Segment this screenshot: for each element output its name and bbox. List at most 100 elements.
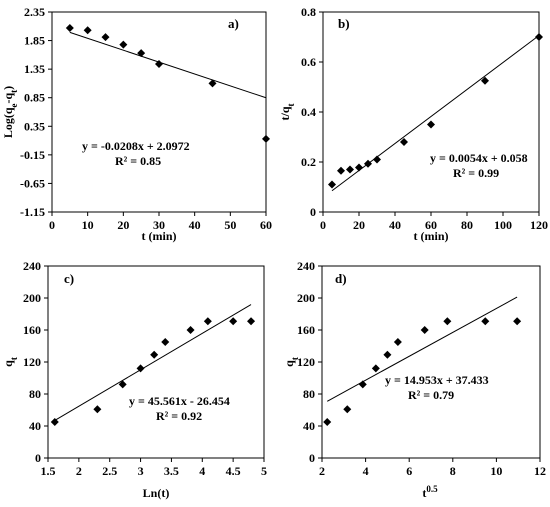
x-tick-label: 3.5 <box>164 464 179 478</box>
panel-label: a) <box>228 16 239 31</box>
data-point <box>443 317 452 326</box>
y-tick-label: 0 <box>310 205 316 219</box>
data-point <box>247 317 256 326</box>
trendline <box>326 296 518 402</box>
r-squared: R² = 0.92 <box>156 409 202 423</box>
x-tick-label: 20 <box>353 218 365 232</box>
data-point <box>328 180 336 189</box>
y-tick-label: 0.4 <box>301 105 316 119</box>
trendline-equation: y = 14.953x + 37.433 <box>385 373 489 387</box>
y-tick-label: 2.35 <box>24 5 45 19</box>
data-point <box>427 120 435 129</box>
data-point <box>155 60 163 68</box>
y-tick-label: 0.6 <box>301 55 316 69</box>
plot-frame <box>51 11 267 213</box>
x-tick-label: 40 <box>389 218 401 232</box>
r-squared: R² = 0.85 <box>115 154 161 168</box>
plot-frame <box>322 11 540 213</box>
y-tick-label: 160 <box>23 323 41 337</box>
plot-frame <box>47 265 265 459</box>
x-tick-label: 8 <box>450 464 456 478</box>
panel-a: 0 10 20 30 40 50 60 -1.15 -0.65 -0.15 0.35 0.85 1.35… <box>1 5 272 243</box>
y-tick-label: -1.15 <box>20 205 45 219</box>
data-point <box>371 364 380 373</box>
data-point <box>358 380 367 389</box>
data-point <box>65 24 74 32</box>
data-point <box>161 338 170 346</box>
x-tick-label: 4 <box>363 464 369 478</box>
y-axis-label: Log(qe-qt) <box>1 86 19 138</box>
x-tick-label: 10 <box>82 218 94 232</box>
x-tick-label: 50 <box>224 218 236 232</box>
data-point <box>93 405 102 414</box>
x-tick-label: 3 <box>138 464 144 478</box>
data-point <box>323 418 332 426</box>
y-tick-label: -0.15 <box>20 148 45 162</box>
plot-frame <box>321 265 541 459</box>
y-tick-label: 120 <box>297 355 315 369</box>
data-point <box>50 418 59 426</box>
x-tick-label: 0 <box>49 218 55 232</box>
y-tick-label: 160 <box>297 323 315 337</box>
y-tick-label: 80 <box>303 387 315 401</box>
data-point <box>364 159 372 168</box>
y-tick-label: 80 <box>29 387 41 401</box>
data-point <box>346 165 354 174</box>
y-axis-label: qt <box>1 357 19 367</box>
y-tick-label: 240 <box>297 259 315 273</box>
x-axis-label: Ln(t) <box>143 486 170 500</box>
trendline-equation: y = 45.561x - 26.454 <box>129 394 230 408</box>
x-tick-label: 4.5 <box>226 464 241 478</box>
data-point <box>229 317 238 326</box>
r-squared: R² = 0.79 <box>408 388 454 402</box>
y-tick-label: 40 <box>303 419 315 433</box>
x-tick-label: 2.5 <box>102 464 117 478</box>
data-point <box>481 76 489 85</box>
data-point <box>186 326 195 334</box>
trendline-equation: y = 0.0054x + 0.058 <box>430 151 528 165</box>
data-point <box>136 364 145 373</box>
trendline <box>54 304 252 421</box>
y-tick-label: 1.35 <box>24 62 45 76</box>
data-point <box>83 26 92 35</box>
data-point <box>393 338 402 346</box>
data-point <box>513 317 522 326</box>
y-tick-label: 0.8 <box>301 5 316 19</box>
trendline <box>331 35 540 192</box>
data-point <box>420 326 429 334</box>
trendline-equation: y = -0.0208x + 2.0972 <box>82 139 190 153</box>
x-tick-label: 30 <box>153 218 165 232</box>
trendline <box>69 31 267 99</box>
panel-label: c) <box>64 271 74 286</box>
x-tick-label: 60 <box>425 218 437 232</box>
x-tick-label: 2 <box>319 464 325 478</box>
x-tick-label: 40 <box>189 218 201 232</box>
x-tick-label: 10 <box>490 464 502 478</box>
y-tick-label: 200 <box>23 291 41 305</box>
x-tick-label: 20 <box>117 218 129 232</box>
panel-c: 1.5 2 2.5 3 3.5 4 4.5 5 0 40 80 120 160 200 240 c) y = 4… <box>1 259 267 500</box>
y-tick-label: 240 <box>23 259 41 273</box>
data-point <box>400 138 408 146</box>
x-tick-label: 80 <box>461 218 473 232</box>
y-tick-label: 200 <box>297 291 315 305</box>
panel-label: d) <box>335 271 347 286</box>
data-point <box>208 79 217 88</box>
y-axis-label: t/qt <box>278 103 296 120</box>
y-tick-label: 1.85 <box>24 34 45 48</box>
data-point <box>535 33 543 41</box>
data-point <box>118 380 127 389</box>
panel-b: 0 20 40 60 80 100 120 0 0.2 0.4 0.6 0.8 b) y = 0.0054… <box>278 5 548 243</box>
x-axis-label: t (min) <box>142 229 177 243</box>
y-tick-label: 0.35 <box>24 119 45 133</box>
r-squared: R² = 0.99 <box>453 166 499 180</box>
y-tick-label: -0.65 <box>20 176 45 190</box>
x-tick-label: 100 <box>494 218 512 232</box>
y-tick-label: 0 <box>35 451 41 465</box>
x-axis-label: t (min) <box>414 229 449 243</box>
y-tick-label: 40 <box>29 419 41 433</box>
data-point <box>101 33 110 42</box>
y-tick-label: 0.85 <box>24 91 45 105</box>
